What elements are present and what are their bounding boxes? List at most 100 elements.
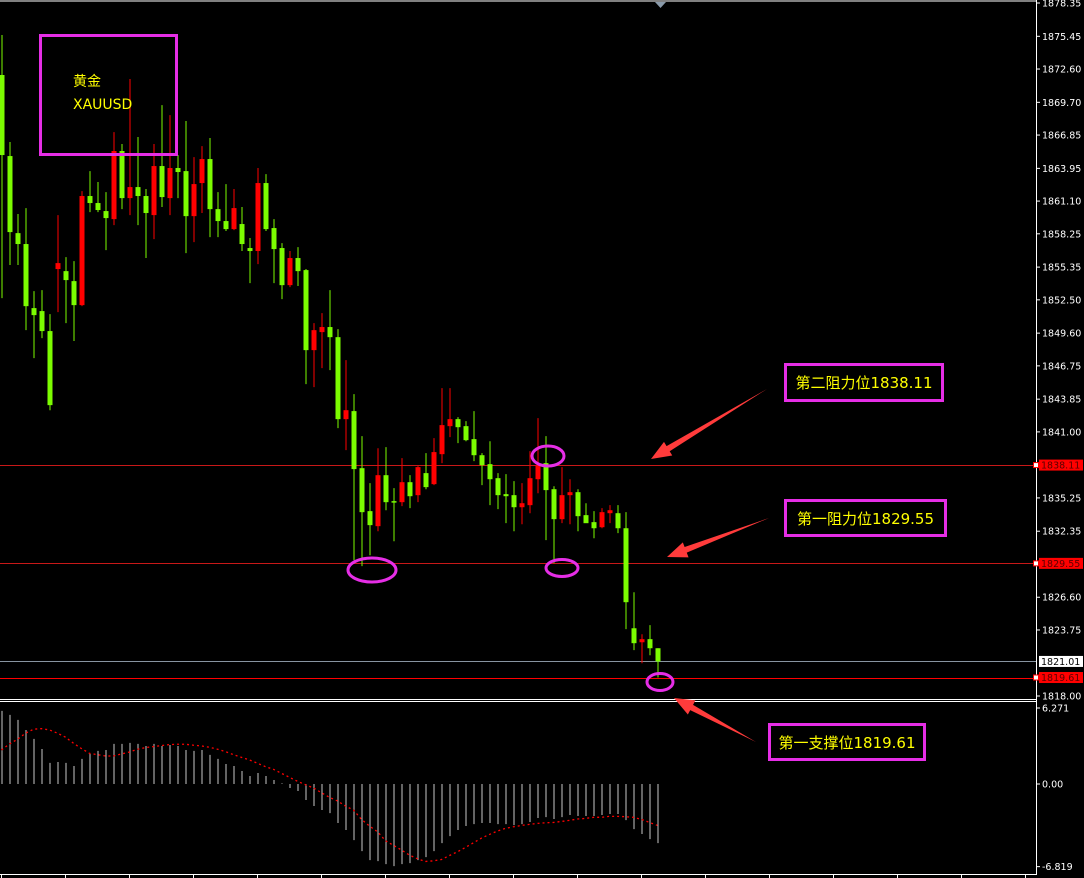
- candle-body: [575, 492, 581, 517]
- candle-body: [215, 209, 221, 222]
- candle-body: [143, 196, 149, 214]
- candlesticks: [0, 35, 661, 678]
- candle: [487, 441, 493, 506]
- price-tag-label: 1829.55: [1041, 559, 1080, 570]
- candle-body: [487, 464, 493, 480]
- candle: [239, 207, 245, 252]
- candle-body: [7, 156, 13, 233]
- candle-body: [615, 513, 621, 529]
- price-tick-label: 1855.35: [1042, 263, 1081, 274]
- candle: [103, 192, 109, 251]
- candle-body: [431, 452, 437, 485]
- highlight-ellipse: [346, 556, 398, 584]
- candle-body: [359, 468, 365, 513]
- candle-body: [87, 196, 93, 204]
- candle: [183, 121, 189, 254]
- price-tick-label: 1826.60: [1042, 593, 1081, 604]
- candle-body: [279, 248, 285, 286]
- chart-shift-marker-icon: [655, 2, 666, 8]
- candle: [167, 115, 173, 216]
- candle-body: [271, 228, 277, 250]
- candle-body: [423, 473, 429, 488]
- candle-body: [383, 475, 389, 503]
- candle: [519, 483, 525, 525]
- candle: [127, 79, 133, 216]
- candle: [607, 505, 613, 524]
- price-axis[interactable]: 1878.35 1875.45 1872.60 1869.70 1866.85 1863.…: [1033, 0, 1084, 873]
- symbol-ticker: XAUUSD: [73, 97, 133, 113]
- indicator-tick-label: 6.271: [1042, 703, 1069, 714]
- resistance-2-label: 第二阻力位1838.11: [784, 363, 944, 402]
- candle: [615, 505, 621, 534]
- candle-body: [119, 151, 125, 199]
- candle-body: [207, 159, 213, 210]
- candle: [39, 290, 45, 339]
- price-tick-label: 1866.85: [1042, 131, 1081, 142]
- symbol-title-box: 黄金 XAUUSD: [39, 34, 178, 156]
- pointer-arrow-icon: [674, 698, 756, 742]
- candle-body: [239, 224, 245, 245]
- candle-body: [599, 512, 605, 528]
- candle: [535, 418, 541, 494]
- candle: [567, 479, 573, 525]
- price-tag: [1039, 672, 1083, 684]
- candle: [223, 184, 229, 232]
- candle: [439, 388, 445, 464]
- candle: [55, 215, 61, 313]
- candle-body: [127, 187, 133, 199]
- candle: [495, 473, 501, 510]
- candle: [303, 269, 309, 385]
- candle-body: [263, 183, 269, 230]
- candle-body: [367, 511, 373, 526]
- candle: [319, 313, 325, 369]
- candle-body: [415, 467, 421, 496]
- symbol-name-cn: 黄金: [73, 74, 101, 90]
- candle-body: [95, 203, 101, 211]
- candle: [71, 261, 77, 342]
- price-tick-label: 1818.00: [1042, 692, 1081, 703]
- candle-body: [567, 492, 573, 496]
- candle-body: [199, 159, 205, 184]
- highlight-ellipse: [544, 558, 580, 578]
- price-tick-label: 1852.50: [1042, 295, 1081, 306]
- candle: [63, 257, 69, 324]
- candle-body: [55, 263, 61, 270]
- candle-body: [319, 327, 325, 333]
- price-tick-label: 1841.00: [1042, 427, 1081, 438]
- candle-body: [31, 308, 37, 316]
- candle-body: [351, 411, 357, 470]
- candle: [335, 329, 341, 429]
- candle: [87, 171, 93, 213]
- candle-body: [463, 426, 469, 441]
- price-tick-label: 1875.45: [1042, 32, 1081, 43]
- candle: [263, 174, 269, 231]
- candle: [295, 247, 301, 287]
- candle-body: [159, 166, 165, 198]
- candle: [47, 314, 53, 411]
- candle: [423, 453, 429, 490]
- level-handle: [1033, 462, 1039, 469]
- support-1-label: 第一支撑位1819.61: [768, 723, 926, 761]
- candle-body: [231, 208, 237, 230]
- price-tick-label: 1863.95: [1042, 164, 1081, 175]
- level-handle: [1033, 674, 1039, 681]
- candle: [375, 448, 381, 532]
- candle-body: [647, 639, 653, 649]
- candle: [247, 238, 253, 284]
- price-tag: [1039, 557, 1083, 569]
- candle-body: [551, 489, 557, 520]
- annotation-marks: [346, 389, 769, 742]
- candle: [327, 290, 333, 371]
- candle: [639, 634, 645, 664]
- price-tick-label: 1835.25: [1042, 493, 1081, 504]
- candle-body: [303, 270, 309, 351]
- candle: [583, 503, 589, 524]
- candle-body: [15, 233, 21, 245]
- candle: [311, 323, 317, 388]
- candle-body: [455, 419, 461, 428]
- candle: [343, 360, 349, 451]
- price-tick-label: 1872.60: [1042, 65, 1081, 76]
- candle-body: [255, 183, 261, 252]
- candle: [463, 421, 469, 442]
